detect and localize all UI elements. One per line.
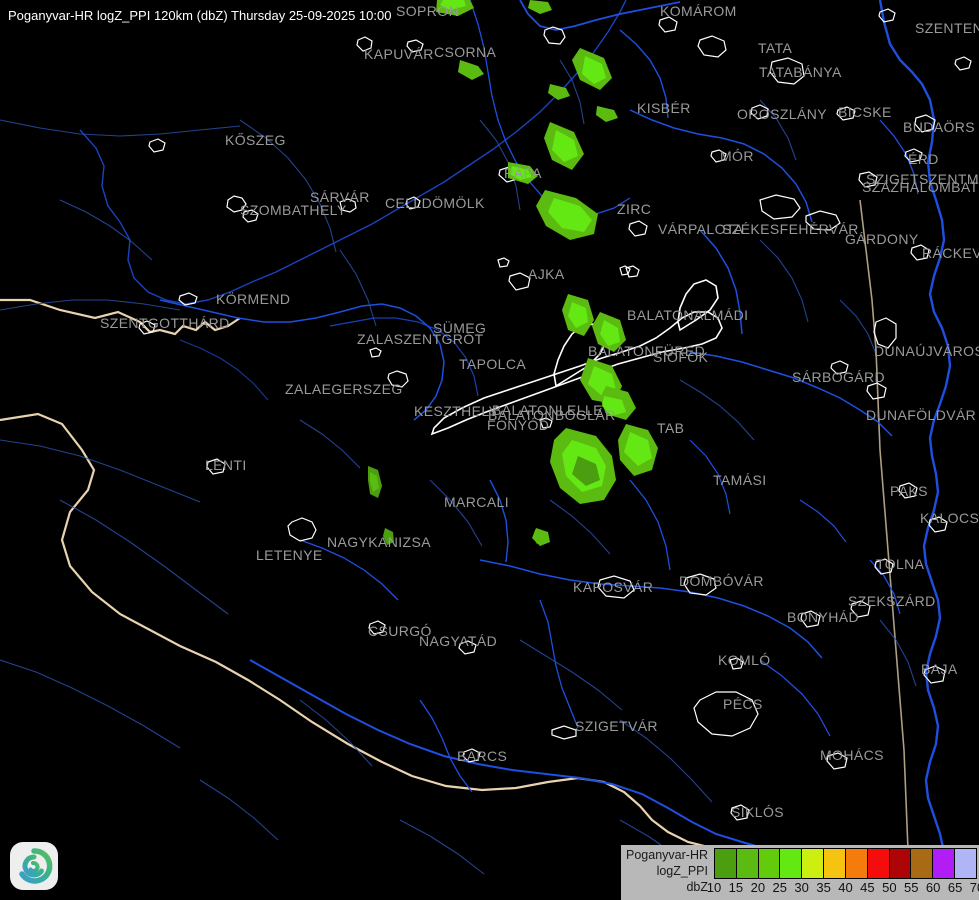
legend-tick-label: 35 <box>816 880 831 895</box>
legend-swatch <box>911 849 934 878</box>
river-layer <box>79 0 952 891</box>
legend-tick-label: 50 <box>882 880 897 895</box>
legend-swatch <box>715 849 737 878</box>
cyclone-spiral-glyph <box>19 848 53 884</box>
minor-water-layer <box>0 59 917 875</box>
legend-tick-label: 70 <box>969 880 979 895</box>
legend-tick-label: 60 <box>925 880 941 895</box>
legend-swatch <box>845 849 868 878</box>
legend-scale: 10 15 20 25 30 35 40 45 50 55 60 65 70 <box>707 845 979 897</box>
legend-tick-label: 10 <box>706 880 722 895</box>
legend-swatch <box>824 849 846 878</box>
country-border-layer <box>0 199 911 900</box>
legend-tick-label: 55 <box>904 880 919 895</box>
cyclone-spiral-icon[interactable] <box>10 842 58 890</box>
legend-swatch <box>802 849 825 878</box>
legend-tick-label: 40 <box>838 880 853 895</box>
legend-caption-line-1: Poganyvar-HR <box>626 848 708 862</box>
legend-tick-label: 30 <box>794 880 809 895</box>
legend-caption: Poganyvar-HR logZ_PPI dbZ <box>621 845 713 895</box>
legend-swatch <box>933 849 956 878</box>
urban-areas-layer <box>138 8 972 821</box>
dbz-color-legend: Poganyvar-HR logZ_PPI dbZ 10 15 20 25 30 35 40… <box>621 845 979 900</box>
legend-swatch <box>867 849 890 878</box>
legend-swatch <box>736 849 759 878</box>
legend-caption-line-3: dbZ <box>686 880 708 894</box>
legend-tick-label: 20 <box>750 880 766 895</box>
legend-tick-label: 15 <box>728 880 744 895</box>
legend-tick-strip: 10 15 20 25 30 35 40 45 50 55 60 65 70 <box>707 879 979 897</box>
legend-tick-label: 45 <box>860 880 875 895</box>
legend-swatch <box>889 849 912 878</box>
page-title: Poganyvar-HR logZ_PPI 120km (dbZ) Thursd… <box>8 8 392 23</box>
legend-caption-line-2: logZ_PPI <box>656 864 708 878</box>
radar-echo-layer <box>368 0 658 546</box>
legend-swatch-strip <box>714 848 977 879</box>
legend-tick-label: 25 <box>772 880 787 895</box>
legend-tick-label: 65 <box>947 880 963 895</box>
legend-swatch <box>758 849 781 878</box>
legend-swatch <box>955 849 976 878</box>
legend-swatch <box>780 849 803 878</box>
